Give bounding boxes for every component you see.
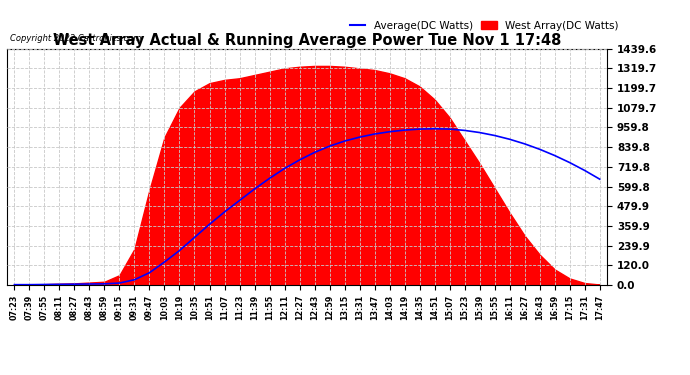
Legend: Average(DC Watts), West Array(DC Watts): Average(DC Watts), West Array(DC Watts) (346, 16, 622, 35)
Text: Copyright 2022 Cartronics.com: Copyright 2022 Cartronics.com (10, 34, 141, 43)
Title: West Array Actual & Running Average Power Tue Nov 1 17:48: West Array Actual & Running Average Powe… (53, 33, 561, 48)
